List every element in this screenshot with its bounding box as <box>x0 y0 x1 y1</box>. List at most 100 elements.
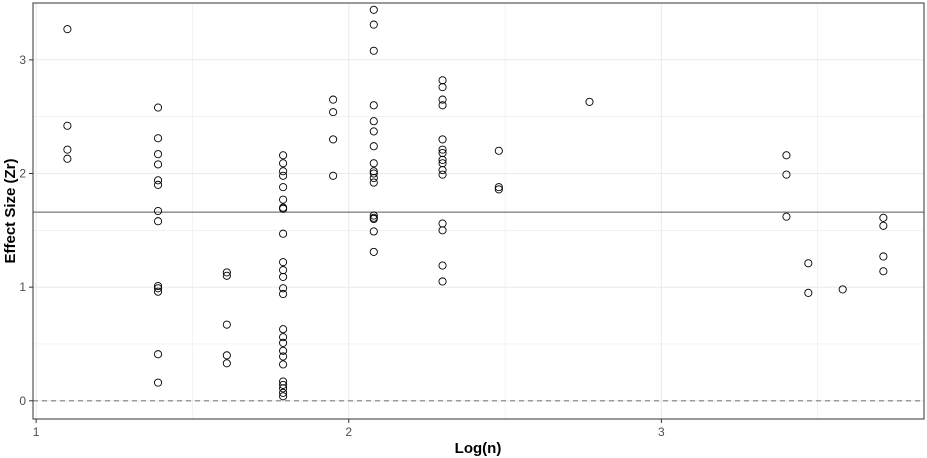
data-point <box>782 151 791 160</box>
data-point <box>154 217 163 226</box>
data-point <box>369 211 378 220</box>
data-point <box>329 171 338 180</box>
data-point <box>279 325 288 334</box>
data-point <box>154 134 163 143</box>
data-point <box>154 180 163 189</box>
data-point <box>438 277 447 286</box>
data-point <box>279 392 288 401</box>
y-tick-label: 0 <box>19 394 26 408</box>
data-point <box>154 281 163 291</box>
data-point <box>369 227 378 236</box>
data-point <box>838 285 847 294</box>
data-point <box>369 20 378 29</box>
data-point <box>63 154 72 163</box>
data-point <box>329 95 338 104</box>
y-tick-label: 1 <box>19 280 26 294</box>
y-tick-label: 2 <box>19 166 26 180</box>
data-point <box>279 229 288 238</box>
data-point <box>804 259 813 268</box>
y-axis-title: Effect Size (Zr) <box>2 158 19 263</box>
data-point <box>279 171 288 180</box>
data-point <box>438 166 447 175</box>
data-point <box>154 287 163 296</box>
data-point <box>63 121 72 130</box>
data-point <box>369 178 378 187</box>
plot-background <box>33 3 924 419</box>
data-point <box>438 83 447 92</box>
data-point <box>154 284 163 293</box>
data-point <box>369 169 378 178</box>
data-point <box>279 183 288 192</box>
data-point <box>782 170 791 179</box>
reference-lines <box>33 211 924 402</box>
data-point <box>369 117 378 126</box>
data-point <box>279 346 288 355</box>
data-point <box>279 272 288 281</box>
data-point <box>279 258 288 267</box>
data-point <box>369 5 378 14</box>
data-point <box>279 151 288 160</box>
data-point <box>438 135 447 144</box>
data-points <box>63 5 888 401</box>
data-point <box>279 352 288 361</box>
data-point <box>438 95 447 104</box>
data-point <box>222 359 231 368</box>
data-point <box>585 97 594 106</box>
data-point <box>369 247 378 256</box>
x-tick-label: 1 <box>33 425 40 439</box>
data-point <box>154 378 163 387</box>
data-point <box>438 101 447 110</box>
data-point <box>494 146 503 155</box>
data-point <box>329 108 338 117</box>
plot-frame <box>32 2 925 420</box>
data-point <box>154 160 163 169</box>
data-point <box>438 155 447 164</box>
data-point <box>154 206 163 216</box>
data-point <box>154 150 163 159</box>
data-point <box>369 127 378 136</box>
data-point <box>279 333 288 342</box>
data-point <box>279 289 288 299</box>
y-tick-label: 3 <box>19 53 26 67</box>
data-point <box>438 226 447 235</box>
data-point <box>154 176 163 185</box>
data-point <box>279 204 288 213</box>
data-point <box>494 185 503 194</box>
data-point <box>369 214 378 224</box>
data-point <box>222 268 231 277</box>
data-point <box>279 195 288 204</box>
data-point <box>369 101 378 110</box>
data-point <box>782 212 791 221</box>
data-point <box>222 271 231 280</box>
data-point <box>63 25 72 34</box>
data-point <box>279 338 288 347</box>
data-point <box>63 145 72 154</box>
data-point <box>438 145 447 154</box>
data-point <box>494 183 503 192</box>
x-tick-label: 2 <box>345 425 352 439</box>
data-point <box>438 170 447 179</box>
data-point <box>154 350 163 359</box>
data-point <box>222 320 231 329</box>
data-point <box>154 103 163 112</box>
data-point <box>369 159 378 168</box>
data-point <box>279 384 288 393</box>
data-point <box>369 46 378 55</box>
x-tick-label: 3 <box>658 425 665 439</box>
x-axis-ticks: 1 2 3 <box>33 419 665 439</box>
data-point <box>329 135 338 144</box>
data-point <box>438 261 447 270</box>
data-point <box>804 288 813 297</box>
data-point <box>279 159 288 168</box>
data-point <box>879 267 888 276</box>
data-point <box>279 167 288 176</box>
data-point <box>879 221 888 230</box>
data-point <box>369 142 378 151</box>
y-axis-ticks: 0 1 2 3 <box>19 53 33 408</box>
data-point <box>279 380 288 389</box>
x-axis-title: Log(n) <box>455 440 502 457</box>
data-point <box>369 173 378 183</box>
data-point <box>222 351 231 360</box>
data-point <box>879 252 888 261</box>
